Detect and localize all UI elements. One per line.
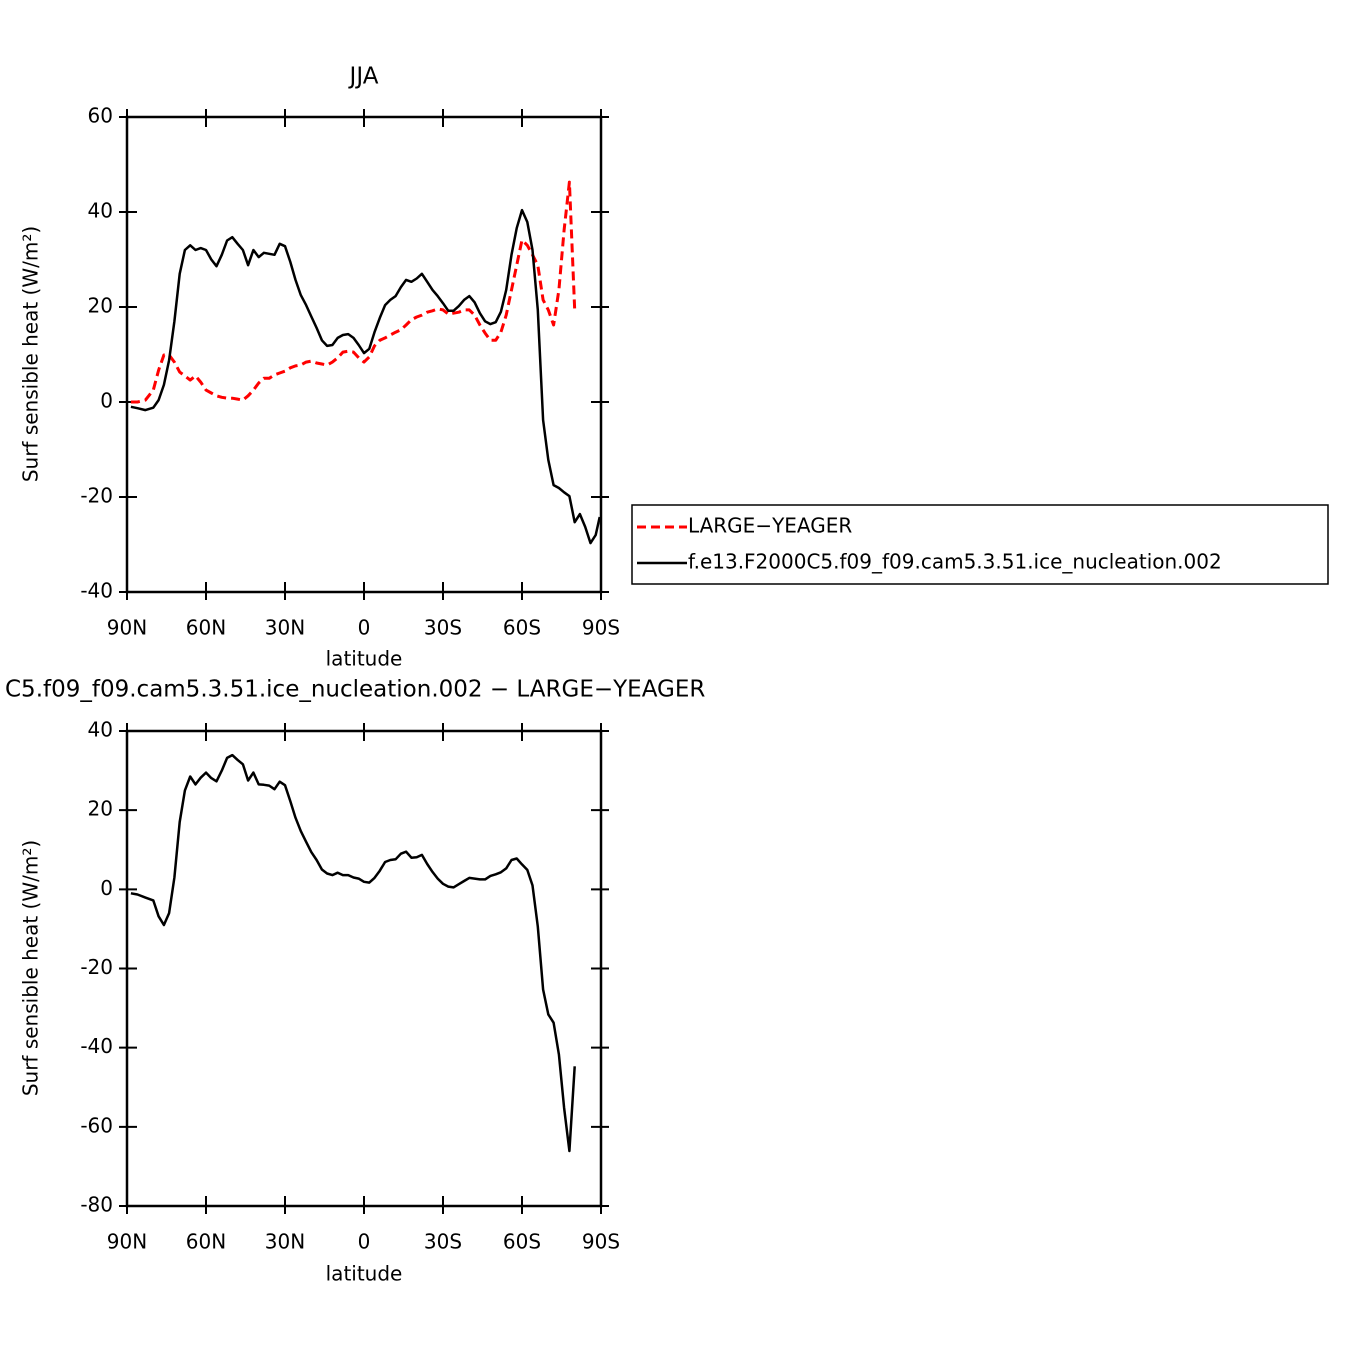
x-tick-label: 30S	[424, 616, 462, 640]
y-tick-label: -80	[80, 1193, 113, 1217]
y-tick-label: 0	[100, 389, 113, 413]
y-tick-label: 0	[100, 876, 113, 900]
y-tick-label: 20	[88, 294, 113, 318]
x-tick-label: 60N	[186, 1230, 226, 1254]
x-tick-label: 90S	[582, 1230, 620, 1254]
x-tick-label: 90S	[582, 616, 620, 640]
legend-label: LARGE−YEAGER	[688, 514, 852, 538]
y-axis-label: Surf sensible heat (W/m²)	[19, 840, 43, 1096]
y-tick-label: -60	[80, 1113, 113, 1137]
y-tick-label: 60	[88, 104, 113, 128]
x-tick-label: 60N	[186, 616, 226, 640]
data-line	[130, 208, 601, 545]
x-tick-label: 90N	[107, 616, 147, 640]
data-line	[130, 180, 577, 404]
x-axis-label: latitude	[326, 647, 403, 671]
plot-frame	[125, 115, 603, 594]
y-tick-label: 40	[88, 718, 113, 742]
x-axis-label: latitude	[326, 1262, 403, 1286]
x-tick-label: 30S	[424, 1230, 462, 1254]
plot-frame	[125, 729, 603, 1208]
x-tick-label: 0	[358, 1230, 371, 1254]
x-tick-label: 60S	[503, 1230, 541, 1254]
legend-label: f.e13.F2000C5.f09_f09.cam5.3.51.ice_nucl…	[688, 550, 1222, 574]
y-tick-label: 40	[88, 199, 113, 223]
x-tick-label: 30N	[265, 616, 305, 640]
data-line	[130, 753, 576, 1153]
x-tick-label: 60S	[503, 616, 541, 640]
x-tick-label: 0	[358, 616, 371, 640]
chart-title: JJA	[348, 64, 379, 90]
y-tick-label: -40	[80, 579, 113, 603]
x-tick-label: 30N	[265, 1230, 305, 1254]
y-tick-label: -40	[80, 1034, 113, 1058]
y-axis-label: Surf sensible heat (W/m²)	[19, 226, 43, 482]
x-tick-label: 90N	[107, 1230, 147, 1254]
legend-box	[631, 504, 1329, 585]
chart-title: C5.f09_f09.cam5.3.51.ice_nucleation.002 …	[5, 677, 705, 703]
y-tick-label: 20	[88, 797, 113, 821]
y-tick-label: -20	[80, 484, 113, 508]
y-tick-label: -20	[80, 955, 113, 979]
